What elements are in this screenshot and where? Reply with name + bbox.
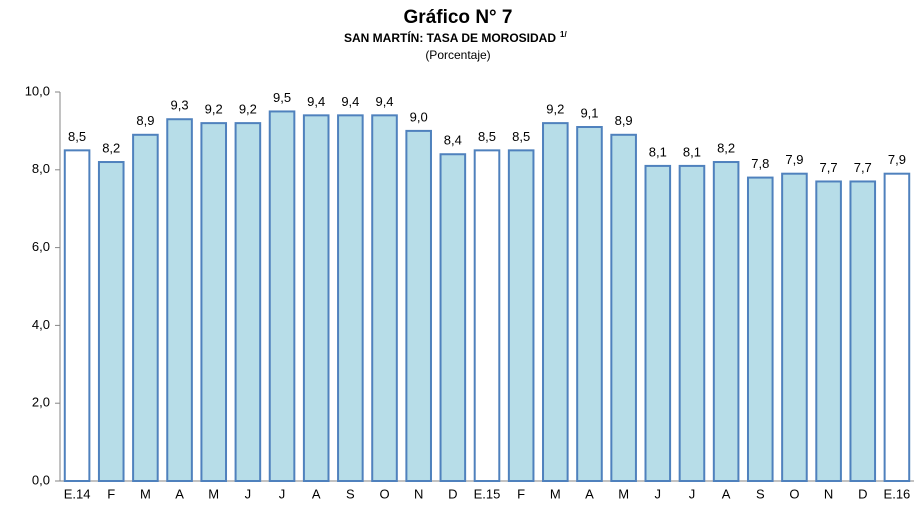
data-label: 9,2 [205, 102, 223, 117]
data-label: 9,4 [307, 94, 325, 109]
subtitle-note: 1/ [560, 30, 567, 39]
bar [576, 126, 603, 482]
x-tick-label: J [245, 486, 252, 501]
bar [473, 149, 501, 482]
data-label: 8,1 [683, 144, 701, 159]
bar [849, 180, 877, 482]
y-tick-label: 4,0 [32, 317, 50, 332]
y-tick-label: 6,0 [32, 239, 50, 254]
x-tick-label: F [107, 486, 115, 501]
x-tick-label: A [585, 486, 594, 501]
x-tick-label: A [175, 486, 184, 501]
bar [644, 164, 672, 482]
bar [405, 129, 432, 482]
data-label: 8,1 [649, 144, 667, 159]
data-label: 9,2 [546, 102, 564, 117]
bar [815, 180, 842, 482]
data-label: 8,5 [68, 129, 86, 144]
x-tick-label: O [379, 486, 389, 501]
bar [337, 114, 364, 482]
data-label: 9,4 [341, 94, 359, 109]
data-label: 9,2 [239, 102, 257, 117]
data-label: 9,0 [410, 109, 428, 124]
data-label: 9,3 [171, 98, 189, 113]
data-label: 8,4 [444, 133, 462, 148]
x-tick-label: S [346, 486, 355, 501]
data-label: 7,9 [888, 152, 906, 167]
x-tick-label: A [722, 486, 731, 501]
y-tick-label: 10,0 [25, 83, 50, 98]
bar [746, 176, 774, 483]
unit-label: (Porcentaje) [425, 48, 490, 62]
y-tick-label: 0,0 [32, 472, 50, 487]
bar [268, 110, 296, 482]
bar [439, 153, 467, 483]
x-tick-label: A [312, 486, 321, 501]
bar [200, 122, 228, 483]
bar [610, 133, 637, 482]
x-tick-label: F [517, 486, 525, 501]
x-tick-label: D [448, 486, 457, 501]
y-tick-label: 2,0 [32, 395, 50, 410]
bar [542, 122, 569, 483]
bar [166, 118, 193, 482]
x-tick-label: N [824, 486, 833, 501]
x-tick-label: M [140, 486, 151, 501]
bar [507, 149, 535, 482]
data-label: 7,7 [820, 160, 838, 175]
bar [678, 164, 706, 482]
x-tick-label: E.14 [64, 486, 91, 501]
bar [97, 161, 125, 483]
bar [883, 172, 911, 482]
x-tick-label: N [414, 486, 423, 501]
data-label: 7,9 [785, 152, 803, 167]
bar [302, 114, 330, 482]
data-label: 7,8 [751, 156, 769, 171]
x-tick-label: J [655, 486, 662, 501]
data-label: 9,4 [375, 94, 393, 109]
data-label: 8,2 [717, 140, 735, 155]
bar [132, 133, 159, 482]
chart-title: Gráfico N° 7 [404, 7, 513, 28]
x-tick-label: M [618, 486, 629, 501]
data-label: 9,1 [580, 105, 598, 120]
bar [712, 161, 740, 483]
bar [63, 149, 91, 482]
x-tick-label: S [756, 486, 765, 501]
data-label: 7,7 [854, 160, 872, 175]
bar [234, 122, 262, 483]
x-tick-label: E.16 [884, 486, 911, 501]
bar [781, 172, 808, 482]
data-label: 8,5 [478, 129, 496, 144]
x-tick-label: J [689, 486, 696, 501]
x-tick-label: M [208, 486, 219, 501]
data-label: 8,2 [102, 140, 120, 155]
x-tick-label: D [858, 486, 867, 501]
x-tick-label: M [550, 486, 561, 501]
data-label: 8,9 [615, 113, 633, 128]
data-label: 8,5 [512, 129, 530, 144]
x-tick-label: O [789, 486, 799, 501]
bar [371, 114, 398, 482]
data-label: 9,5 [273, 90, 291, 105]
x-tick-label: J [279, 486, 286, 501]
x-tick-label: E.15 [474, 486, 501, 501]
data-label: 8,9 [136, 113, 154, 128]
chart-subtitle: SAN MARTÍN: TASA DE MOROSIDAD [344, 30, 556, 45]
y-tick-label: 8,0 [32, 161, 50, 176]
